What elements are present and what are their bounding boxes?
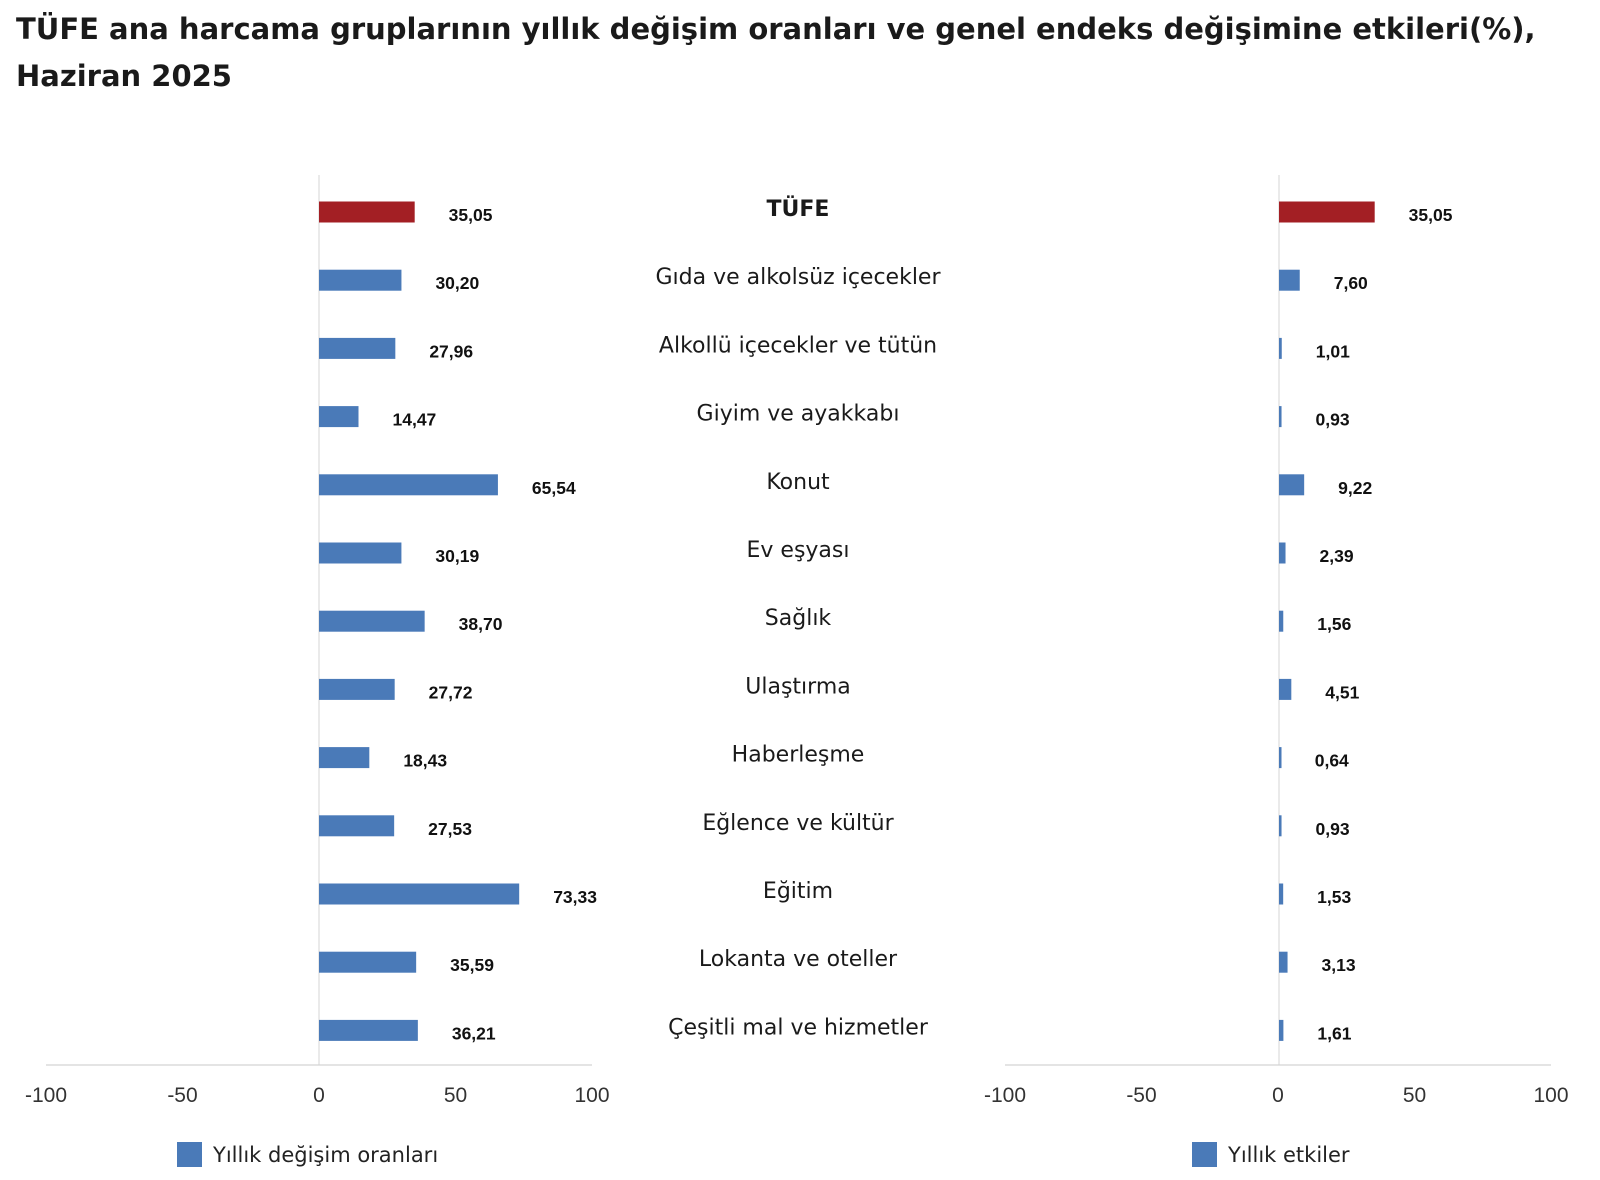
right-tick-label: -50 xyxy=(1126,1084,1156,1107)
right-data-label: 7,60 xyxy=(1334,273,1368,293)
chart-title: TÜFE ana harcama gruplarının yıllık deği… xyxy=(16,12,1536,93)
right-bar xyxy=(1279,337,1282,359)
left-bar xyxy=(319,678,395,700)
right-data-label: 35,05 xyxy=(1409,205,1453,225)
category-label: Sağlık xyxy=(765,606,832,631)
category-label: TÜFE xyxy=(767,196,830,222)
right-legend-label: Yıllık etkiler xyxy=(1227,1143,1350,1167)
category-label: Ulaştırma xyxy=(745,674,850,699)
right-bar xyxy=(1279,201,1375,223)
right-bar xyxy=(1279,610,1284,632)
category-label: Haberleşme xyxy=(732,743,865,768)
right-data-label: 0,93 xyxy=(1316,819,1350,839)
category-label: Eğitim xyxy=(763,879,833,904)
right-data-label: 0,93 xyxy=(1316,410,1350,430)
left-bar xyxy=(319,474,498,496)
right-tick-label: -100 xyxy=(984,1084,1026,1107)
right-bar xyxy=(1279,815,1282,837)
left-data-label: 30,19 xyxy=(435,546,479,566)
right-tick-label: 100 xyxy=(1533,1084,1568,1107)
left-data-label: 27,72 xyxy=(429,682,473,702)
category-label: Lokanta ve oteller xyxy=(699,947,898,972)
category-label: Çeşitli mal ve hizmetler xyxy=(668,1015,929,1040)
left-bar xyxy=(319,337,396,359)
right-data-label: 0,64 xyxy=(1315,751,1349,771)
right-bar xyxy=(1279,406,1282,428)
right-data-label: 9,22 xyxy=(1338,478,1372,498)
right-bar xyxy=(1279,1019,1284,1041)
category-label: Konut xyxy=(766,470,830,495)
right-bar xyxy=(1279,883,1284,905)
right-bar xyxy=(1279,951,1288,973)
left-bar xyxy=(319,883,520,905)
left-bar xyxy=(319,269,402,291)
right-data-label: 3,13 xyxy=(1322,955,1356,975)
right-bar xyxy=(1279,747,1282,769)
left-bar xyxy=(319,542,402,564)
left-tick-label: 0 xyxy=(313,1084,325,1107)
left-bar xyxy=(319,815,395,837)
left-tick-label: -50 xyxy=(167,1084,197,1107)
left-data-label: 36,21 xyxy=(452,1023,496,1043)
right-data-label: 1,61 xyxy=(1317,1023,1351,1043)
left-tick-label: 50 xyxy=(444,1084,467,1107)
right-bar xyxy=(1279,269,1300,291)
left-data-label: 30,20 xyxy=(435,273,479,293)
category-label: Eğlence ve kültür xyxy=(702,811,894,836)
left-bar xyxy=(319,747,370,769)
right-data-label: 4,51 xyxy=(1325,682,1359,702)
left-panel-annual-change: -100 -50 0 50 100 35,05 30,20 27,96 14,47 65,54 30… xyxy=(25,175,610,1167)
left-data-label: 65,54 xyxy=(532,478,576,498)
left-legend-swatch xyxy=(177,1142,202,1167)
left-tick-label: 100 xyxy=(574,1084,609,1107)
right-bar xyxy=(1279,474,1305,496)
right-bar xyxy=(1279,678,1292,700)
right-bar xyxy=(1279,542,1286,564)
left-data-label: 38,70 xyxy=(459,614,503,634)
right-data-label: 2,39 xyxy=(1320,546,1354,566)
category-label: Gıda ve alkolsüz içecekler xyxy=(655,265,941,290)
left-tick-label: -100 xyxy=(25,1084,67,1107)
right-data-label: 1,01 xyxy=(1316,341,1350,361)
category-label: Giyim ve ayakkabı xyxy=(697,402,900,427)
right-tick-label: 50 xyxy=(1403,1084,1426,1107)
right-tick-label: 0 xyxy=(1272,1084,1284,1107)
left-bar xyxy=(319,1019,418,1041)
left-data-label: 73,33 xyxy=(553,887,597,907)
right-legend-swatch xyxy=(1192,1142,1217,1167)
left-data-label: 27,96 xyxy=(429,341,473,361)
left-bar xyxy=(319,406,359,428)
right-panel-annual-effect: -100 -50 0 50 100 35,05 7,60 1,01 0,93 9,22 2,39 1,… xyxy=(984,175,1569,1167)
left-bar xyxy=(319,951,417,973)
left-data-label: 27,53 xyxy=(428,819,472,839)
left-bar xyxy=(319,201,415,223)
category-labels: TÜFE Gıda ve alkolsüz içecekler Alkollü iç… xyxy=(655,196,941,1040)
left-data-label: 18,43 xyxy=(403,751,447,771)
left-data-label: 14,47 xyxy=(393,410,437,430)
right-data-label: 1,53 xyxy=(1317,887,1351,907)
category-label: Alkollü içecekler ve tütün xyxy=(659,333,937,358)
left-data-label: 35,59 xyxy=(450,955,494,975)
left-legend-label: Yıllık değişim oranları xyxy=(212,1143,438,1167)
left-bar xyxy=(319,610,425,632)
right-data-label: 1,56 xyxy=(1317,614,1351,634)
category-label: Ev eşyası xyxy=(747,538,850,563)
left-data-label: 35,05 xyxy=(449,205,493,225)
